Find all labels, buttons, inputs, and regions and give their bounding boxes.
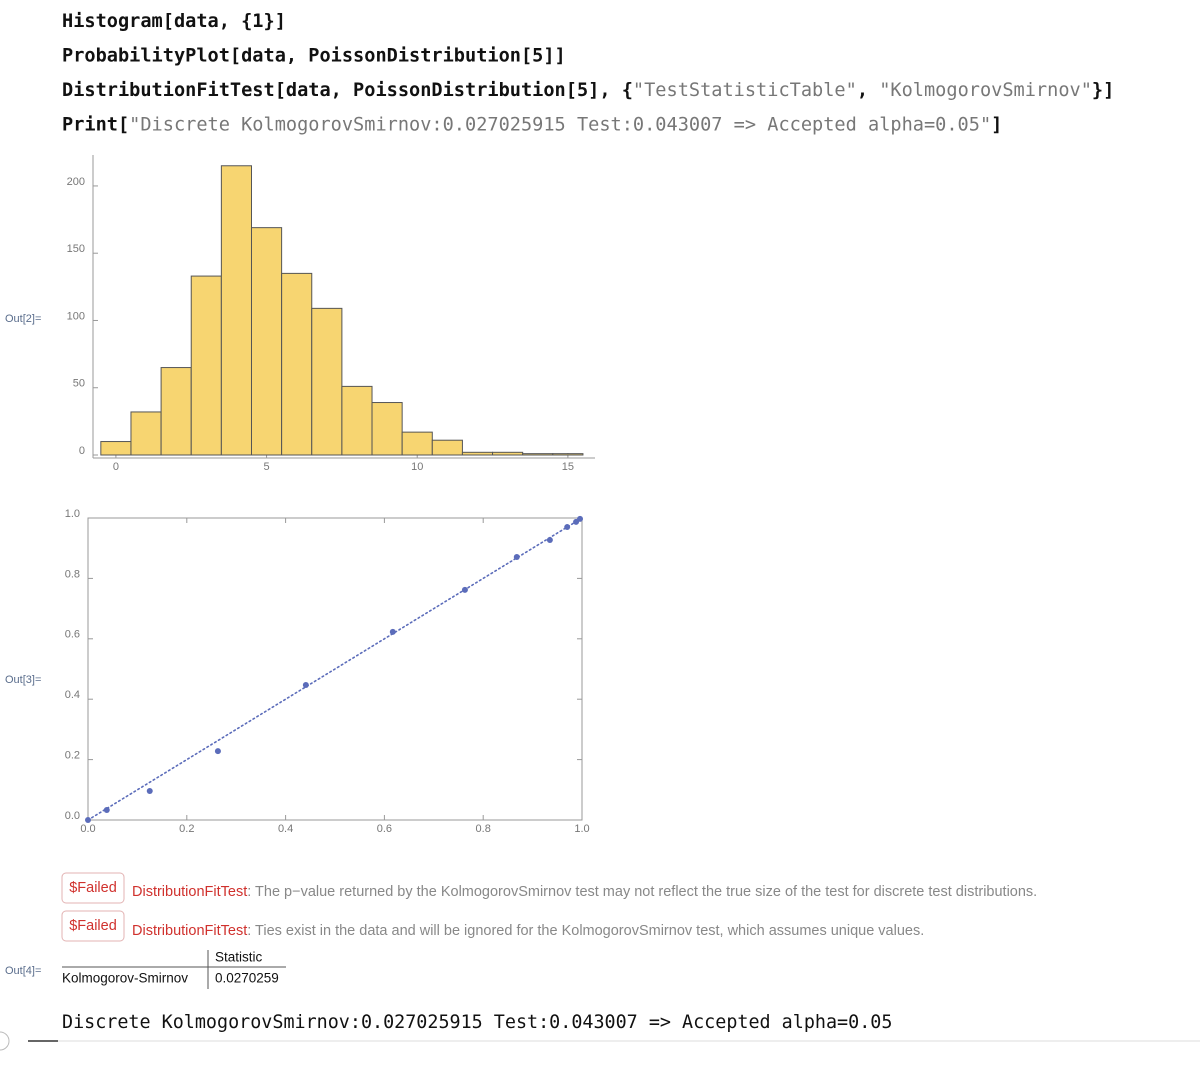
failed-tag[interactable]: $Failed <box>69 918 117 934</box>
bar <box>552 453 584 456</box>
message-symbol[interactable]: DistributionFitTest <box>132 884 247 900</box>
y-tick-label: 1.0 <box>65 508 80 520</box>
code-line: DistributionFitTest[data, PoissonDistrib… <box>62 80 1114 101</box>
x-tick-label: 0.0 <box>80 823 95 835</box>
print-output: Discrete KolmogorovSmirnov:0.027025915 T… <box>62 1012 892 1033</box>
chart: 0.0 0.2 0.4 0.6 0.8 1.0 0.0 0.2 0.4 0.6 0.8 1.0 <box>65 508 590 835</box>
point <box>302 682 309 689</box>
out-label: Out[2]= <box>5 313 41 325</box>
message-text: : The p−value returned by the Kolmogorov… <box>247 884 1037 900</box>
point <box>577 515 584 522</box>
message: DistributionFitTest: The p−value returne… <box>132 884 1037 900</box>
reference-line <box>87 517 583 821</box>
bar <box>522 453 554 456</box>
plot-frame <box>87 517 583 821</box>
bar <box>190 275 222 456</box>
bar <box>100 441 132 456</box>
table-header: Statistic <box>215 950 263 965</box>
point <box>85 817 91 823</box>
x-tick-label: 0.4 <box>278 823 293 835</box>
table-cell: Kolmogorov-Smirnov <box>62 971 188 986</box>
x-tick-label: 15 <box>562 461 574 473</box>
bar <box>250 227 283 456</box>
failed-box[interactable] <box>61 872 125 904</box>
bar <box>311 307 343 456</box>
code-text: ProbabilityPlot[data, PoissonDistributio… <box>62 45 566 66</box>
bar <box>461 451 494 456</box>
bar <box>160 367 192 456</box>
code-text: }] <box>1092 80 1114 101</box>
y-tick-label: 0.0 <box>65 810 80 822</box>
code-string: "Discrete KolmogorovSmirnov:0.027025915 … <box>129 114 991 135</box>
failed-tag[interactable]: $Failed <box>69 880 117 896</box>
cell-insert-button[interactable] <box>0 1031 10 1051</box>
point <box>214 748 221 755</box>
y-tick-label: 200 <box>67 176 85 188</box>
code-text: DistributionFitTest[data, PoissonDistrib… <box>62 80 633 101</box>
x-tick-label: 0.8 <box>476 823 491 835</box>
x-tick-label: 0.2 <box>179 823 194 835</box>
code-line: Histogram[data, {1}] <box>62 11 286 32</box>
x-tick-label: 1.0 <box>574 823 589 835</box>
code-text: , <box>857 80 879 101</box>
bar <box>401 431 433 456</box>
bar <box>220 165 252 456</box>
y-tick-label: 150 <box>67 243 85 255</box>
y-tick-label: 0 <box>79 445 85 457</box>
point <box>513 553 520 560</box>
y-tick-label: 100 <box>67 310 85 322</box>
bar <box>371 402 403 456</box>
point <box>564 524 571 531</box>
message-symbol[interactable]: DistributionFitTest <box>132 923 247 939</box>
bar <box>431 439 463 456</box>
x-tick-label: 5 <box>263 461 269 473</box>
message-text: : Ties exist in the data and will be ign… <box>247 923 924 939</box>
code-string: "KolmogorovSmirnov" <box>879 80 1092 101</box>
failed-box[interactable] <box>61 910 125 942</box>
code-line: Print["Discrete KolmogorovSmirnov:0.0270… <box>62 114 1002 135</box>
point <box>546 537 553 544</box>
y-tick-label: 0.2 <box>65 750 80 762</box>
x-tick-label: 0 <box>113 461 119 473</box>
x-tick-label: 0.6 <box>377 823 392 835</box>
code-text: ] <box>991 114 1002 135</box>
y-tick-label: 0.8 <box>65 568 80 580</box>
point <box>103 807 110 814</box>
point <box>146 788 153 795</box>
bar <box>492 451 524 456</box>
point <box>461 586 468 593</box>
y-tick-label: 50 <box>73 378 85 390</box>
point <box>389 628 396 635</box>
x-tick-label: 10 <box>411 461 423 473</box>
out-label: Out[3]= <box>5 674 41 686</box>
code-text: Print[ <box>62 114 129 135</box>
table-cell: 0.0270259 <box>215 971 279 986</box>
code-text: Histogram[data, {1}] <box>62 11 286 32</box>
code-line: ProbabilityPlot[data, PoissonDistributio… <box>62 45 566 66</box>
bar <box>130 411 162 456</box>
y-tick-label: 0.4 <box>65 689 80 701</box>
out-label: Out[4]= <box>5 965 41 977</box>
code-string: "TestStatisticTable" <box>633 80 857 101</box>
bar <box>281 272 313 456</box>
message: DistributionFitTest: Ties exist in the d… <box>132 923 924 939</box>
bar <box>341 385 373 456</box>
y-tick-label: 0.6 <box>65 629 80 641</box>
